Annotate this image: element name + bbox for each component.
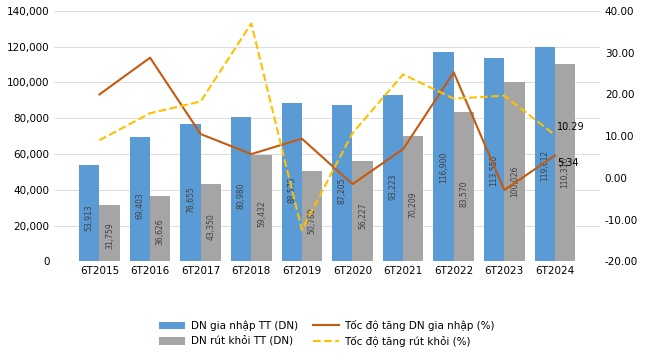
Tốc độ tăng rút khỏi (%) — [551, 133, 559, 137]
Text: 36,626: 36,626 — [155, 219, 164, 245]
Line: Tốc độ tăng DN gia nhập (%): Tốc độ tăng DN gia nhập (%) — [99, 58, 555, 190]
Text: 80,980: 80,980 — [237, 183, 246, 209]
Bar — [433, 52, 453, 261]
Text: 10.29: 10.29 — [557, 122, 585, 132]
Text: 93,223: 93,223 — [388, 173, 397, 200]
Bar — [181, 124, 201, 261]
Text: 69,403: 69,403 — [135, 192, 144, 219]
Text: 83,570: 83,570 — [459, 181, 468, 207]
Tốc độ tăng DN gia nhập (%) — [95, 92, 103, 97]
Text: 31,759: 31,759 — [105, 223, 114, 249]
Text: 88,575: 88,575 — [287, 177, 296, 203]
Text: 43,350: 43,350 — [206, 213, 215, 240]
Tốc độ tăng rút khỏi (%) — [95, 138, 103, 143]
Text: 50,780: 50,780 — [308, 207, 317, 234]
Bar — [453, 112, 474, 261]
Line: Tốc độ tăng rút khỏi (%): Tốc độ tăng rút khỏi (%) — [99, 24, 555, 230]
Text: 100,026: 100,026 — [510, 165, 519, 196]
Tốc độ tăng DN gia nhập (%) — [501, 188, 508, 192]
Bar — [535, 48, 555, 261]
Bar — [352, 161, 373, 261]
Tốc độ tăng rút khỏi (%) — [348, 131, 356, 135]
Bar — [79, 165, 99, 261]
Tốc độ tăng DN gia nhập (%) — [399, 147, 407, 151]
Tốc độ tăng DN gia nhập (%) — [197, 132, 204, 136]
Text: 110,316: 110,316 — [561, 157, 570, 188]
Bar — [403, 136, 423, 261]
Tốc độ tăng DN gia nhập (%) — [450, 70, 457, 74]
Text: 116,900: 116,900 — [439, 152, 448, 183]
Bar — [383, 95, 403, 261]
Tốc độ tăng DN gia nhập (%) — [348, 182, 356, 186]
Text: 113,550: 113,550 — [490, 154, 499, 185]
Bar — [484, 58, 504, 261]
Bar — [252, 155, 272, 261]
Text: 87,205: 87,205 — [338, 178, 347, 204]
Bar — [282, 103, 302, 261]
Tốc độ tăng rút khỏi (%) — [450, 97, 457, 101]
Bar — [231, 117, 252, 261]
Bar — [99, 205, 120, 261]
Tốc độ tăng DN gia nhập (%) — [248, 152, 255, 156]
Text: 56,227: 56,227 — [358, 203, 367, 229]
Bar — [555, 64, 575, 261]
Tốc độ tăng DN gia nhập (%) — [551, 154, 559, 158]
Text: 119,612: 119,612 — [541, 150, 550, 181]
Tốc độ tăng rút khỏi (%) — [501, 94, 508, 98]
Bar — [150, 196, 170, 261]
Tốc độ tăng rút khỏi (%) — [146, 111, 154, 115]
Legend: DN gia nhập TT (DN), DN rút khỏi TT (DN), Tốc độ tăng DN gia nhập (%), Tốc độ tă: DN gia nhập TT (DN), DN rút khỏi TT (DN)… — [155, 316, 499, 351]
Bar — [201, 184, 221, 261]
Tốc độ tăng DN gia nhập (%) — [298, 136, 306, 141]
Tốc độ tăng rút khỏi (%) — [399, 72, 407, 77]
Text: 59,432: 59,432 — [257, 200, 266, 227]
Tốc độ tăng rút khỏi (%) — [298, 228, 306, 232]
Bar — [302, 171, 322, 261]
Bar — [130, 137, 150, 261]
Text: 70,209: 70,209 — [409, 192, 418, 218]
Text: 5.34: 5.34 — [557, 158, 579, 168]
Tốc độ tăng rút khỏi (%) — [197, 99, 204, 104]
Bar — [332, 105, 352, 261]
Bar — [504, 82, 524, 261]
Text: 76,655: 76,655 — [186, 186, 195, 213]
Text: 53,913: 53,913 — [85, 205, 94, 231]
Tốc độ tăng DN gia nhập (%) — [146, 56, 154, 60]
Tốc độ tăng rút khỏi (%) — [248, 21, 255, 26]
